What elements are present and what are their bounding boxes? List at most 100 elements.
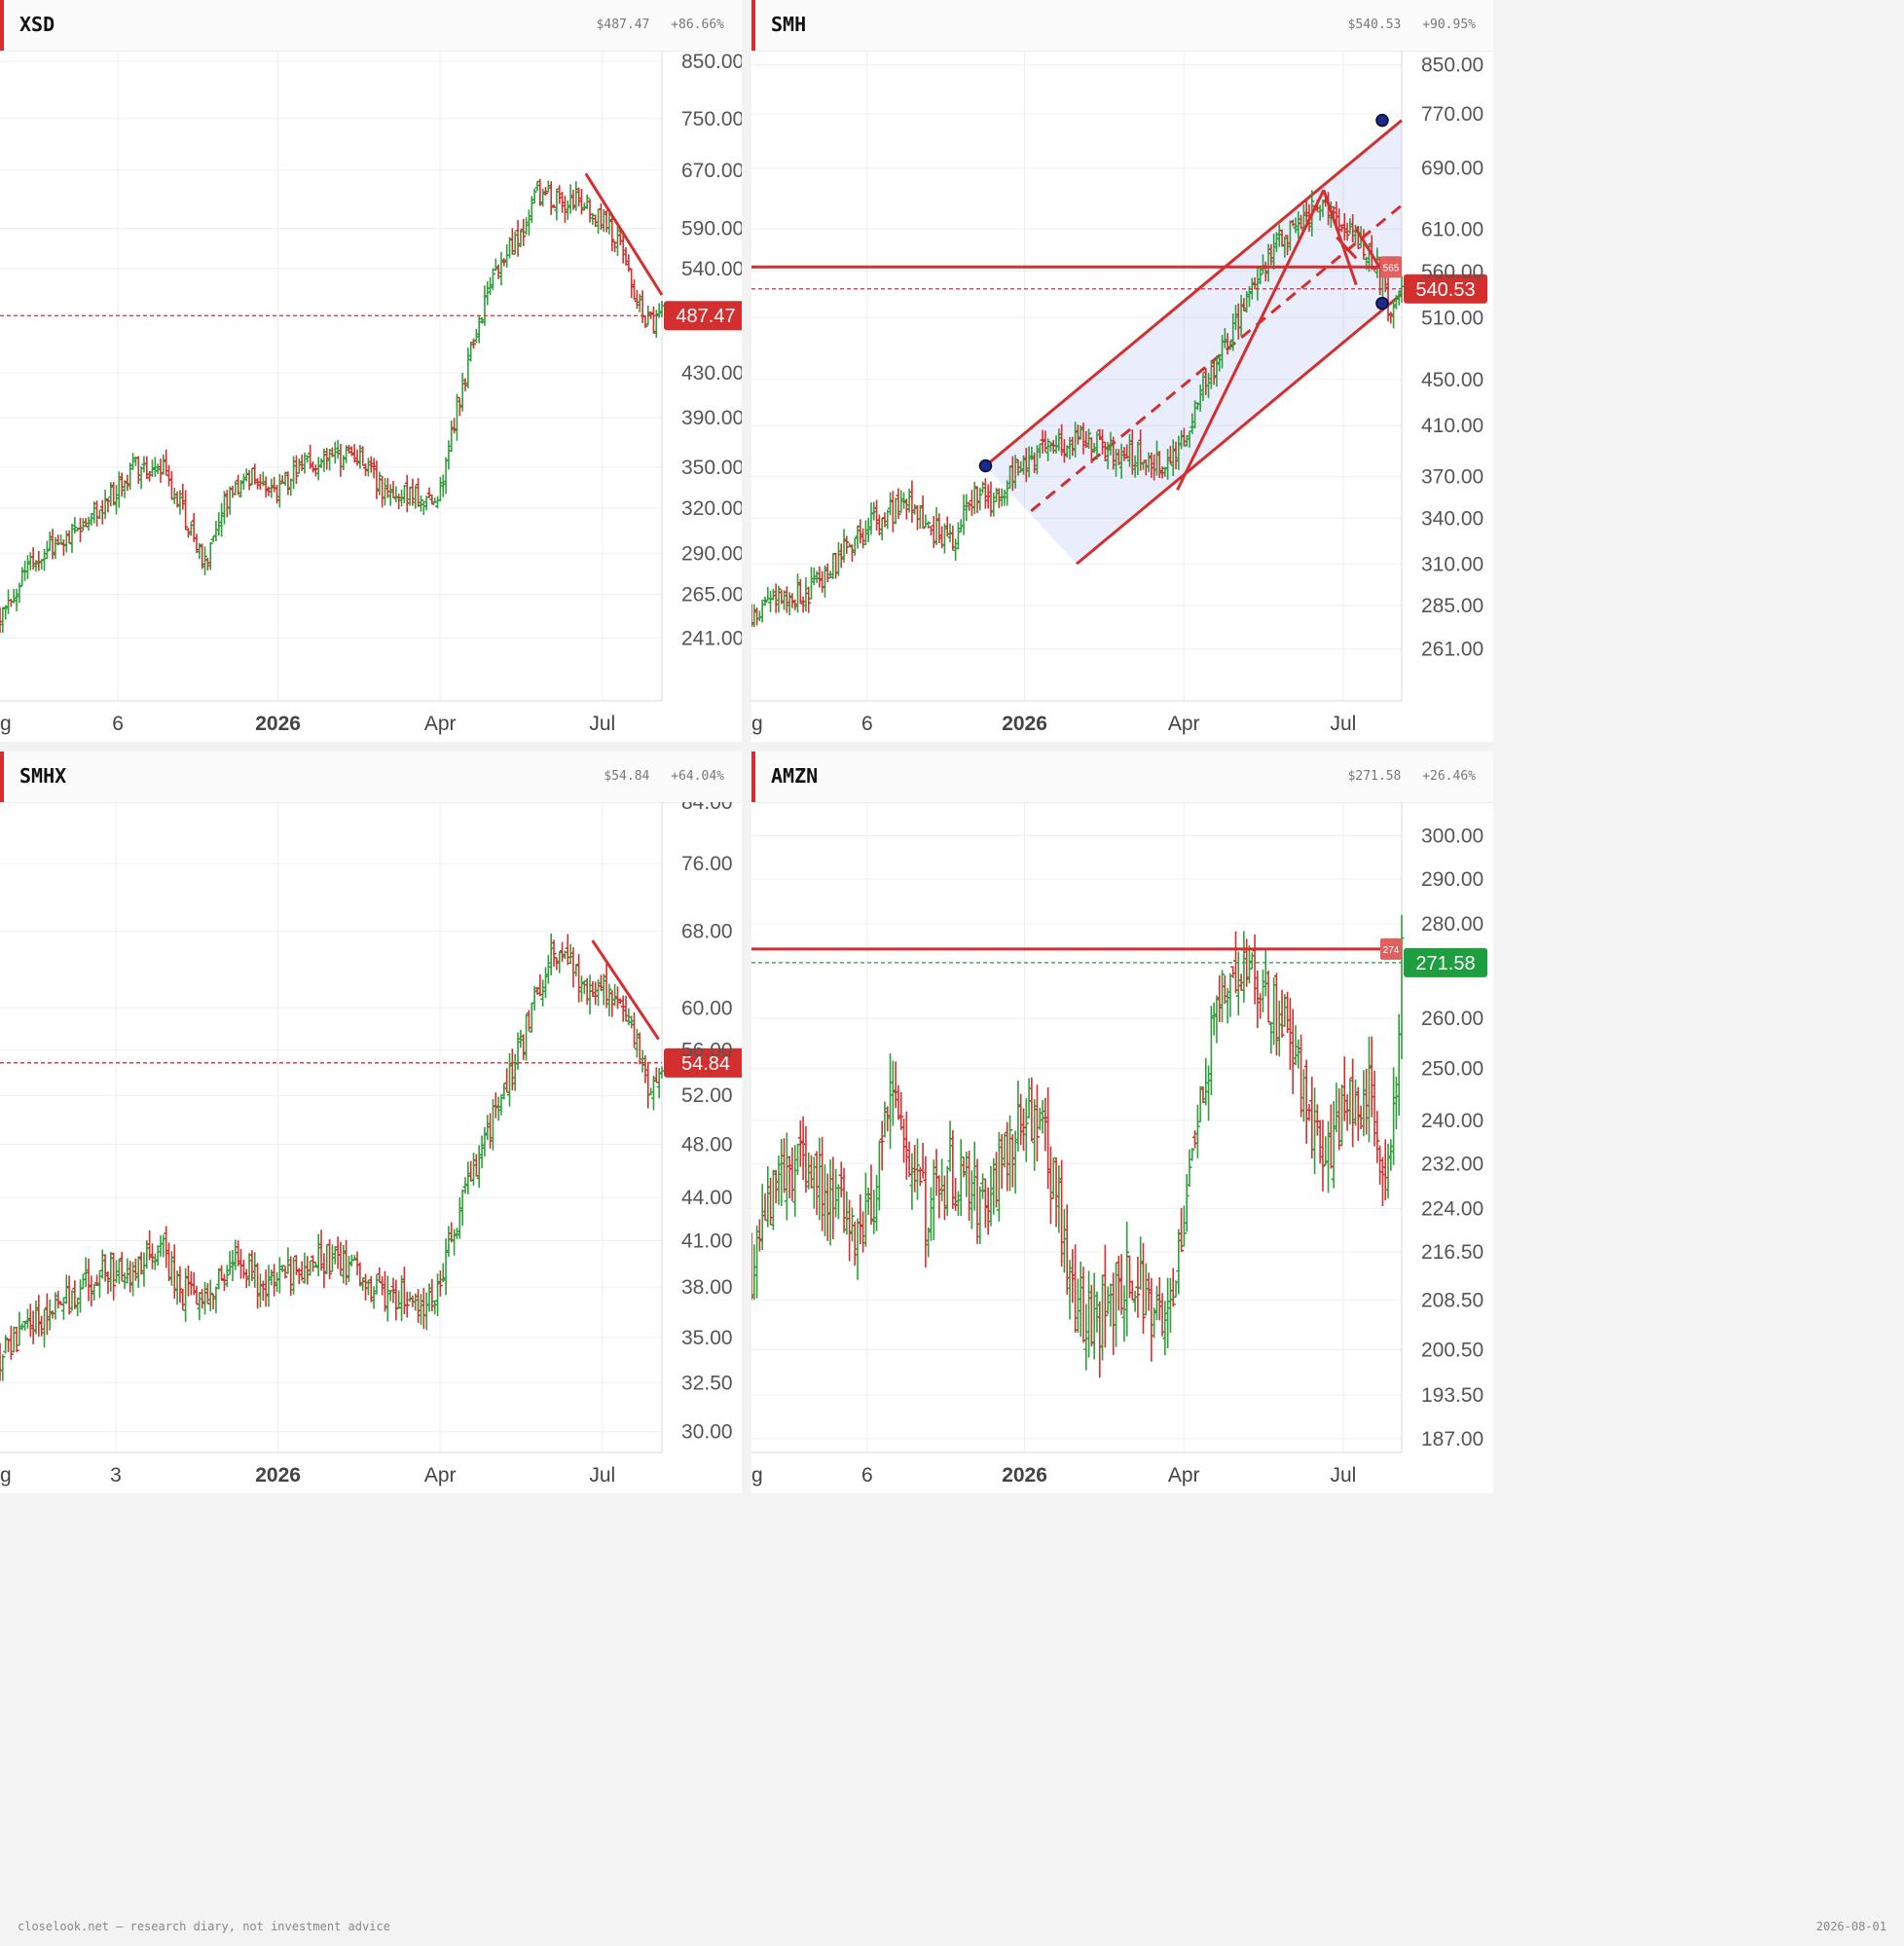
price-text: $540.53 [1347, 18, 1402, 32]
ohlc-bar [246, 469, 252, 491]
ohlc-bar [490, 268, 495, 291]
ohlc-bar [982, 478, 988, 509]
ohlc-series [0, 933, 665, 1381]
ohlc-bar [498, 1094, 504, 1116]
channel-anchor-point [1375, 113, 1389, 128]
ohlc-bar [928, 1187, 934, 1241]
y-tick-label: 610.00 [1421, 218, 1483, 240]
ohlc-bar [1097, 1301, 1103, 1378]
ohlc-bar [827, 1159, 833, 1246]
ticker-label[interactable]: SMH [771, 13, 807, 36]
ohlc-bar [1344, 1093, 1350, 1131]
ohlc-bar [471, 338, 477, 349]
ohlc-bar [909, 1153, 915, 1210]
ohlc-bar [155, 463, 161, 474]
price-chart[interactable]: 274 271.58 300.00 290.00 280.00 260.00 250.00 2… [751, 802, 1493, 1493]
ohlc-bar [531, 188, 537, 204]
level-tag [1380, 256, 1402, 278]
ohlc-bar [1258, 993, 1263, 1019]
ohlc-bar [457, 1196, 462, 1239]
ohlc-bar [1127, 1255, 1133, 1299]
ohlc-bar [39, 559, 45, 570]
ohlc-bar [849, 544, 855, 562]
ohlc-bar [623, 246, 629, 266]
price-chart[interactable]: 487.47 850.00 750.00 670.00 590.00 540.00 430.… [0, 51, 742, 742]
ohlc-bar [817, 566, 823, 588]
ohlc-bar [1293, 1025, 1299, 1066]
ohlc-bar [526, 1010, 531, 1032]
y-tick-label: 56.00 [681, 1040, 733, 1062]
header-stats: $540.53 +90.95% [1348, 18, 1476, 32]
x-tick-label: Jul [589, 713, 615, 735]
ohlc-bar [1396, 1013, 1402, 1117]
y-tick-label: 224.00 [1421, 1197, 1483, 1220]
ohlc-bar [754, 1225, 760, 1299]
ohlc-bar [33, 1300, 39, 1335]
ticker-label[interactable]: SMHX [19, 764, 67, 788]
ohlc-bar [985, 484, 991, 509]
ohlc-bar [63, 530, 69, 553]
header-stats: $487.47 +86.66% [597, 18, 724, 32]
ohlc-bar [844, 1191, 850, 1235]
ohlc-bar [1203, 1057, 1209, 1106]
ohlc-bar [906, 1141, 912, 1177]
ohlc-bar [1124, 1221, 1130, 1337]
x-tick-label: 2026 [1002, 1464, 1047, 1487]
ohlc-bar [1047, 1146, 1053, 1225]
ohlc-bar [1053, 1157, 1059, 1228]
x-tick-label: ug [0, 1464, 12, 1487]
ohlc-bar [396, 494, 402, 510]
ohlc-bar [401, 1267, 407, 1315]
ticker-label[interactable]: XSD [19, 13, 55, 36]
ohlc-bar [1388, 1139, 1394, 1171]
ohlc-bar [1282, 994, 1288, 1027]
ohlc-bar [138, 1252, 144, 1275]
ticker-label[interactable]: AMZN [771, 764, 819, 788]
ohlc-bar [94, 500, 100, 527]
ohlc-bar [202, 546, 208, 575]
panel-header: XSD $487.47 +86.66% [0, 0, 742, 52]
ohlc-bar [811, 567, 817, 586]
ohlc-bar [871, 1190, 877, 1234]
ohlc-bar [14, 1326, 19, 1353]
trendline [1176, 189, 1326, 491]
ohlc-bar [888, 1053, 894, 1150]
ohlc-bar [996, 488, 1002, 508]
ohlc-bar [429, 1278, 435, 1311]
ohlc-bar [1190, 1148, 1195, 1161]
ohlc-bar [524, 217, 530, 236]
ohlc-bar [570, 947, 576, 988]
ohlc-bar [543, 186, 549, 197]
ohlc-bar [765, 586, 771, 602]
change-text: +26.46% [1422, 769, 1476, 784]
ohlc-bar [1323, 1136, 1329, 1166]
ohlc-bar [648, 1087, 654, 1096]
ohlc-bar [485, 281, 491, 306]
ohlc-bar [293, 455, 299, 484]
ohlc-series [751, 914, 1405, 1378]
ohlc-bar [593, 981, 599, 1006]
ohlc-bar [534, 181, 540, 192]
ohlc-bar [1208, 1006, 1214, 1096]
y-tick-label: 350.00 [681, 457, 742, 479]
ohlc-bar [216, 1267, 222, 1290]
level-tag [1380, 937, 1402, 960]
ohlc-bar [879, 1120, 885, 1171]
ohlc-bar [138, 466, 144, 490]
ohlc-bar [1100, 1274, 1106, 1361]
level-tag-label: 565 [1383, 263, 1400, 274]
price-chart[interactable]: 565 540.53 850.00 770.00 690.00 610.00 560.00 5… [751, 51, 1493, 742]
ohlc-bar [914, 1138, 920, 1200]
x-tick-label: 2026 [1002, 713, 1047, 735]
ohlc-bar [86, 1258, 92, 1302]
ohlc-bar [224, 1265, 230, 1288]
price-chart[interactable]: 54.84 84.00 76.00 68.00 60.00 56.00 52.00 48.00… [0, 802, 742, 1493]
ohlc-bar [335, 439, 341, 459]
accent-bar [751, 0, 755, 51]
ohlc-bar [482, 1126, 488, 1157]
ohlc-bar [548, 933, 554, 976]
y-tick-label: 41.00 [681, 1230, 733, 1253]
ohlc-bar [1037, 1107, 1043, 1130]
ohlc-bar [1214, 995, 1220, 1044]
ohlc-bar [141, 1252, 147, 1287]
